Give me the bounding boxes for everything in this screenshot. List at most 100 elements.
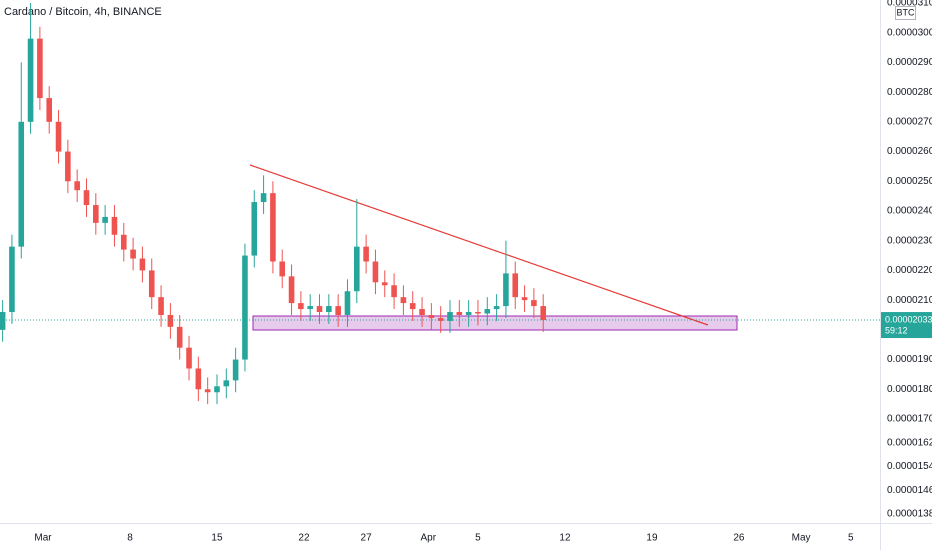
candle-body xyxy=(465,312,472,315)
candle xyxy=(381,270,388,298)
candle-body xyxy=(18,121,25,247)
candle xyxy=(130,237,136,271)
candle-body xyxy=(55,121,62,152)
candle-body xyxy=(270,193,276,262)
x-tick-label: 19 xyxy=(646,533,658,544)
candle xyxy=(9,234,15,324)
candle xyxy=(540,294,547,332)
candle-body xyxy=(242,255,248,360)
candle-body xyxy=(391,285,397,298)
last-price-box xyxy=(881,312,932,339)
candle xyxy=(307,294,313,321)
candle xyxy=(232,347,239,393)
candle-body xyxy=(493,306,500,310)
candle xyxy=(46,86,53,134)
x-tick-label: Mar xyxy=(34,533,52,544)
candle-body xyxy=(251,202,258,256)
candle-body xyxy=(409,303,416,310)
candle xyxy=(120,222,127,262)
candle-body xyxy=(195,368,202,390)
currency-label: BTC xyxy=(897,7,916,17)
candle xyxy=(74,169,80,203)
candle-body xyxy=(214,386,220,393)
candle-body xyxy=(232,359,239,381)
candle-body xyxy=(204,389,211,393)
candle xyxy=(111,205,118,247)
x-tick-label: 8 xyxy=(127,533,133,544)
y-tick-label: 0.00001380 xyxy=(887,509,932,520)
candle xyxy=(83,178,90,217)
candle-body xyxy=(167,314,174,327)
candle-body xyxy=(381,282,388,286)
candle xyxy=(18,62,25,259)
candle xyxy=(167,303,174,339)
candle-body xyxy=(93,205,99,223)
candle xyxy=(409,291,416,321)
candle xyxy=(288,264,295,315)
candle-body xyxy=(223,380,230,387)
candle xyxy=(260,175,267,214)
candle-body xyxy=(288,276,295,304)
candle xyxy=(242,243,248,372)
candle xyxy=(363,234,369,274)
last-price-label: 0.00002033 xyxy=(885,314,932,324)
candle xyxy=(335,294,341,327)
x-tick-label: 5 xyxy=(848,533,854,544)
candle-body xyxy=(437,317,444,321)
candle xyxy=(344,279,351,327)
x-tick-label: 12 xyxy=(559,533,571,544)
candle-body xyxy=(447,312,453,321)
candle xyxy=(158,285,164,327)
candle xyxy=(139,246,146,283)
candle-body xyxy=(27,38,34,122)
candle-body xyxy=(83,190,90,206)
countdown-label: 59:12 xyxy=(885,325,908,335)
candle xyxy=(102,205,108,235)
x-tick-label: 26 xyxy=(733,533,745,544)
candle xyxy=(521,285,528,313)
x-tick-label: May xyxy=(792,533,811,544)
chart-title: Cardano / Bitcoin, 4h, BINANCE xyxy=(4,6,162,18)
candle xyxy=(493,294,500,321)
candle xyxy=(204,377,211,405)
candle-body xyxy=(400,297,407,304)
candle xyxy=(27,2,34,134)
candle-body xyxy=(326,306,332,313)
candle-body xyxy=(139,258,146,271)
candle-body xyxy=(307,306,313,310)
candle-body xyxy=(37,38,43,99)
candle xyxy=(400,285,407,315)
candle-body xyxy=(65,151,71,182)
candle xyxy=(354,199,360,304)
candle xyxy=(428,303,435,330)
support-zone xyxy=(252,315,738,331)
candle-body xyxy=(279,261,286,277)
candle xyxy=(326,294,332,324)
candle xyxy=(531,288,537,318)
candle xyxy=(0,300,6,342)
candle-body xyxy=(158,297,164,315)
candle xyxy=(65,139,71,194)
candle-body xyxy=(354,246,360,292)
currency-box xyxy=(895,6,916,20)
candle xyxy=(391,273,397,310)
candle-body xyxy=(428,314,435,318)
candle-body xyxy=(372,261,379,283)
x-tick-label: 27 xyxy=(361,533,373,544)
candle xyxy=(223,368,230,399)
candle xyxy=(195,356,202,402)
